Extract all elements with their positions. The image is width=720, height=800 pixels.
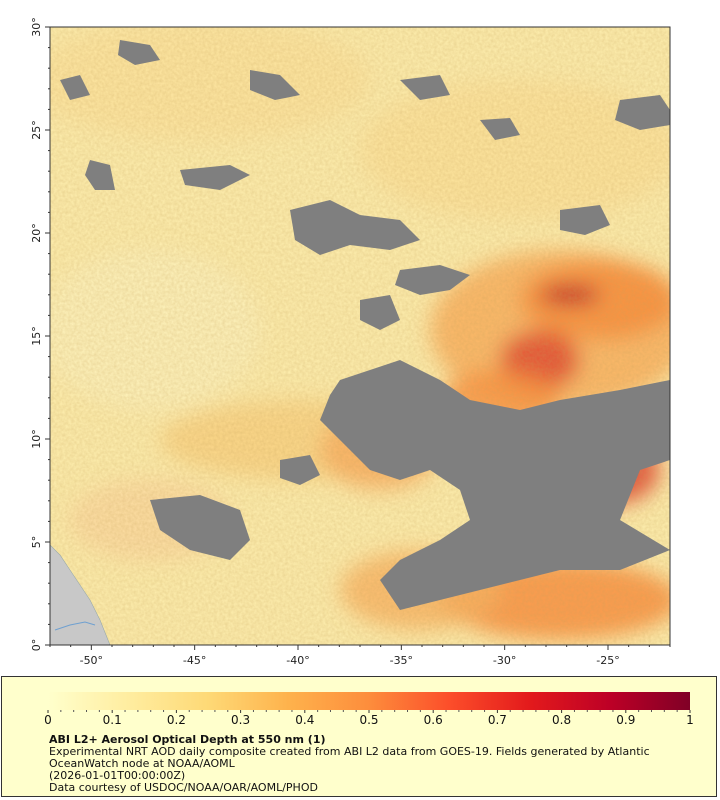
legend-time: (2026-01-01T00:00:00Z) xyxy=(49,769,186,782)
legend-text: ABI L2+ Aerosol Optical Depth at 550 nm … xyxy=(49,734,689,794)
colorbar-label-0: 0 xyxy=(44,713,52,727)
lon-tick-label-3: -35° xyxy=(390,654,413,667)
longitude-axis: -50° -45° -40° -35° -30° -25° xyxy=(49,645,671,667)
colorbar-label-4: 0.4 xyxy=(295,713,314,727)
latitude-axis: 0° 5° 10° 15° 20° 25° 30° xyxy=(30,17,50,651)
lat-tick-label-5: 25° xyxy=(30,120,43,140)
river-line xyxy=(54,621,96,631)
colorbar-label-2: 0.2 xyxy=(167,713,186,727)
map-plot-area xyxy=(50,27,670,645)
lat-tick-label-1: 5° xyxy=(30,536,43,549)
aod-map: 0° 5° 10° 15° 20° 25° 30° -50° -45° -40° -35° -30°… xyxy=(30,17,671,667)
lat-tick-label-6: 30° xyxy=(30,17,43,37)
lon-tick-label-4: -30° xyxy=(493,654,516,667)
legend-credit: Data courtesy of USDOC/NOAA/OAR/AOML/PHO… xyxy=(49,781,318,794)
lat-tick-label-0: 0° xyxy=(30,639,43,652)
lat-tick-label-2: 10° xyxy=(30,429,43,449)
colorbar: 0 0.1 0.2 0.3 0.4 0.5 0.6 0.7 0.8 0.9 1 xyxy=(44,692,694,727)
lon-tick-label-2: -40° xyxy=(286,654,309,667)
colorbar-label-3: 0.3 xyxy=(231,713,250,727)
lat-tick-label-3: 15° xyxy=(30,326,43,346)
legend-description-line-1: Experimental NRT AOD daily composite cre… xyxy=(49,745,650,758)
map-figure: 0° 5° 10° 15° 20° 25° 30° -50° -45° -40° -35° -30°… xyxy=(30,17,671,667)
lon-tick-label-5: -25° xyxy=(596,654,619,667)
colorbar-label-1: 0.1 xyxy=(103,713,122,727)
land-south-america xyxy=(50,544,111,645)
colorbar-gradient xyxy=(48,692,690,710)
no-data-regions xyxy=(60,40,670,610)
legend-panel: 0 0.1 0.2 0.3 0.4 0.5 0.6 0.7 0.8 0.9 1 ABI L2+ Ae… xyxy=(1,676,717,797)
colorbar-label-5: 0.5 xyxy=(359,713,378,727)
lon-tick-label-1: -45° xyxy=(183,654,206,667)
legend-title: ABI L2+ Aerosol Optical Depth at 550 nm … xyxy=(49,733,326,746)
colorbar-label-10: 1 xyxy=(686,713,694,727)
colorbar-label-6: 0.6 xyxy=(424,713,443,727)
colorbar-label-9: 0.9 xyxy=(616,713,635,727)
lat-tick-label-4: 20° xyxy=(30,223,43,243)
colorbar-label-8: 0.8 xyxy=(552,713,571,727)
colorbar-labels: 0 0.1 0.2 0.3 0.4 0.5 0.6 0.7 0.8 0.9 1 xyxy=(44,710,694,727)
lon-tick-label-0: -50° xyxy=(80,654,103,667)
colorbar-label-7: 0.7 xyxy=(488,713,507,727)
legend-description-line-2: OceanWatch node at NOAA/AOML xyxy=(49,757,235,770)
